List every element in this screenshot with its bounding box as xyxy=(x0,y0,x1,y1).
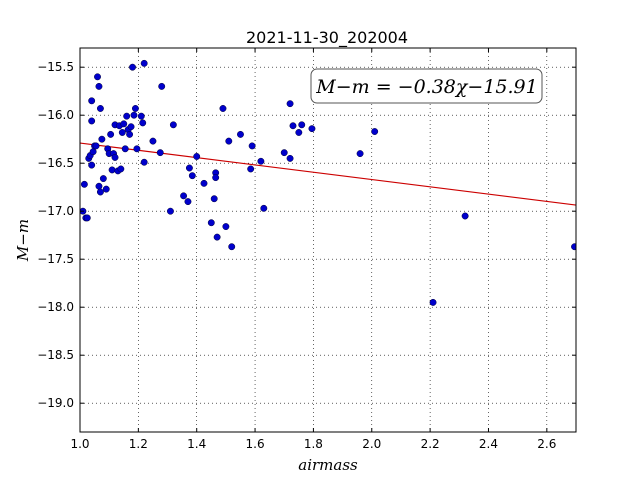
data-point xyxy=(257,157,265,165)
data-point xyxy=(371,128,379,135)
data-point xyxy=(129,63,136,71)
data-point xyxy=(289,122,297,130)
data-points xyxy=(80,59,576,306)
data-point xyxy=(248,142,256,150)
fit-equation: M−m = −0.38χ−15.91 xyxy=(315,76,537,98)
y-tick-label: −16.0 xyxy=(37,108,74,122)
data-point xyxy=(207,219,215,227)
data-point xyxy=(222,223,230,231)
data-point xyxy=(188,172,196,180)
x-axis-label: airmass xyxy=(298,456,358,474)
x-tick-label: 2.6 xyxy=(537,437,556,451)
data-point xyxy=(180,192,188,200)
data-point xyxy=(212,174,220,182)
data-point xyxy=(286,100,294,108)
grid xyxy=(79,48,576,432)
data-point xyxy=(286,154,294,162)
axis-ticks: 1.0 1.2 1.4 1.6 1.8 2.0 2.2 2.4 2.6 −15.5 −16.0 −16… xyxy=(37,48,576,451)
data-point xyxy=(140,158,148,166)
data-point xyxy=(80,180,88,188)
data-point xyxy=(228,243,236,251)
data-point xyxy=(219,105,227,112)
data-point xyxy=(95,82,103,90)
data-point xyxy=(92,142,100,150)
data-point xyxy=(107,130,115,138)
fit-equation-box: M−m = −0.38χ−15.91 xyxy=(310,68,543,104)
data-point xyxy=(127,123,135,131)
data-point xyxy=(356,150,364,158)
x-tick-label: 1.4 xyxy=(187,437,206,451)
data-point xyxy=(247,165,255,173)
y-axis-label: M−m xyxy=(14,219,32,262)
y-tick-label: −17.5 xyxy=(37,252,74,266)
data-point xyxy=(99,175,107,183)
data-point xyxy=(308,125,316,133)
data-point xyxy=(133,145,141,153)
data-point xyxy=(185,164,193,172)
data-point xyxy=(295,129,303,136)
data-point xyxy=(96,188,104,196)
data-point xyxy=(120,120,128,128)
data-point xyxy=(149,137,157,145)
data-point xyxy=(130,111,138,119)
x-tick-label: 1.8 xyxy=(304,437,323,451)
data-point xyxy=(184,198,192,206)
plot-frame xyxy=(79,47,577,433)
data-point xyxy=(98,135,106,143)
data-point xyxy=(200,179,208,187)
data-point xyxy=(89,148,97,156)
data-point xyxy=(117,165,125,173)
data-point xyxy=(111,153,119,161)
data-point xyxy=(126,130,134,138)
chart-title: 2021-11-30_202004 xyxy=(246,28,408,48)
data-point xyxy=(193,153,201,160)
data-point xyxy=(571,243,576,251)
data-point xyxy=(213,233,221,241)
x-tick-label: 1.2 xyxy=(129,437,148,451)
x-tick-label: 2.4 xyxy=(479,437,498,451)
data-point xyxy=(237,130,244,138)
y-tick-label: −15.5 xyxy=(37,60,74,74)
data-point xyxy=(298,121,306,129)
data-point xyxy=(429,298,437,306)
data-point xyxy=(96,105,104,112)
data-point xyxy=(280,149,288,157)
data-point xyxy=(123,112,131,120)
data-point xyxy=(88,117,96,125)
data-point xyxy=(88,97,96,105)
data-point xyxy=(121,145,129,153)
y-tick-label: −18.5 xyxy=(37,348,74,362)
y-tick-label: −19.0 xyxy=(37,396,74,410)
data-point xyxy=(88,161,96,169)
data-point xyxy=(210,195,218,203)
data-point xyxy=(166,207,174,215)
data-point xyxy=(131,105,139,112)
data-point xyxy=(140,59,148,67)
data-point xyxy=(156,149,164,157)
data-point xyxy=(169,121,177,129)
fit-line xyxy=(80,142,576,206)
data-point xyxy=(260,204,268,212)
x-tick-label: 2.0 xyxy=(362,437,381,451)
y-tick-label: −17.0 xyxy=(37,204,74,218)
x-tick-label: 1.6 xyxy=(246,437,265,451)
data-point xyxy=(94,73,101,81)
data-point xyxy=(461,212,469,220)
data-point xyxy=(118,129,126,136)
data-point xyxy=(137,112,145,120)
data-point xyxy=(139,119,147,127)
data-point xyxy=(102,185,110,193)
data-point xyxy=(158,82,166,90)
x-tick-label: 1.0 xyxy=(70,437,89,451)
y-tick-label: −18.0 xyxy=(37,300,74,314)
data-point xyxy=(225,137,233,145)
data-point xyxy=(95,182,103,190)
data-point xyxy=(108,166,116,174)
y-tick-label: −16.5 xyxy=(37,156,74,170)
data-point xyxy=(83,214,91,222)
x-tick-label: 2.2 xyxy=(421,437,440,451)
